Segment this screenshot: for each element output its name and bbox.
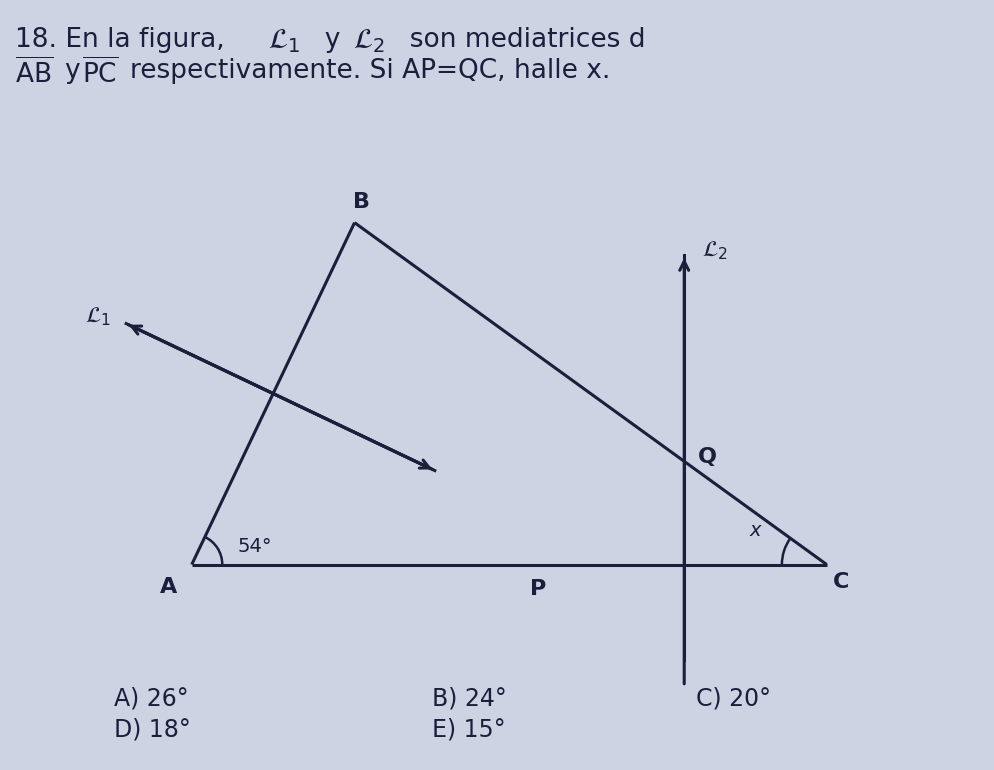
Text: A) 26°: A) 26° <box>114 687 189 711</box>
Text: E) 15°: E) 15° <box>432 718 506 742</box>
Text: x: x <box>749 521 760 540</box>
Text: 18. En la figura,: 18. En la figura, <box>15 27 242 53</box>
Text: y: y <box>65 58 81 84</box>
Text: C: C <box>833 572 850 592</box>
Text: $\mathcal{L}_2$: $\mathcal{L}_2$ <box>702 239 728 263</box>
Text: respectivamente. Si AP=QC, halle x.: respectivamente. Si AP=QC, halle x. <box>130 58 610 84</box>
Text: $\overline{\rm AB}$: $\overline{\rm AB}$ <box>15 58 53 89</box>
Text: $\mathcal{L}_1$: $\mathcal{L}_1$ <box>268 27 300 55</box>
Text: 54°: 54° <box>238 537 272 556</box>
Text: son mediatrices d: son mediatrices d <box>393 27 645 53</box>
Text: $\overline{\rm PC}$: $\overline{\rm PC}$ <box>82 58 118 89</box>
Text: $\mathcal{L}_1$: $\mathcal{L}_1$ <box>84 306 110 328</box>
Text: Q: Q <box>698 447 717 467</box>
Text: D) 18°: D) 18° <box>114 718 191 742</box>
Text: P: P <box>530 579 546 599</box>
Text: B) 24°: B) 24° <box>432 687 507 711</box>
Text: $\mathcal{L}_2$: $\mathcal{L}_2$ <box>353 27 385 55</box>
Text: B: B <box>353 192 370 213</box>
Text: y: y <box>308 27 357 53</box>
Text: A: A <box>160 578 178 598</box>
Text: C) 20°: C) 20° <box>696 687 770 711</box>
